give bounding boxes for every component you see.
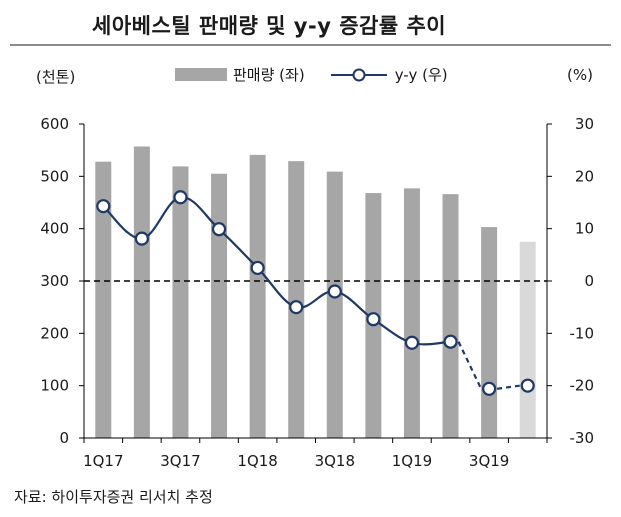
legend-bar-swatch xyxy=(175,68,227,81)
left-tick-label: 400 xyxy=(40,220,69,238)
left-axis-unit: (천톤) xyxy=(36,68,76,86)
left-tick-label: 100 xyxy=(40,377,69,395)
bar-1q17 xyxy=(95,161,112,438)
right-tick-label: 30 xyxy=(575,115,594,133)
left-tick-label: 300 xyxy=(40,272,69,290)
bar-1q18 xyxy=(249,154,266,439)
chart-title: 세아베스틸 판매량 및 y-y 증감률 추이 xyxy=(92,14,447,38)
right-tick-label: -10 xyxy=(570,324,595,342)
title-underline xyxy=(10,44,611,46)
left-tick-label: 500 xyxy=(40,167,69,185)
yy-point-4q18 xyxy=(366,312,381,327)
legend-line-label: y-y (우) xyxy=(394,66,448,84)
yy-point-3q17 xyxy=(173,190,188,205)
yy-line xyxy=(102,196,451,346)
bar-2q19 xyxy=(442,194,459,438)
yy-point-3q19 xyxy=(482,381,497,396)
x-tick-label: 1Q18 xyxy=(237,452,277,470)
right-tick-label: 10 xyxy=(575,220,594,238)
bar-2q17 xyxy=(133,146,150,438)
yy-point-4q17 xyxy=(211,222,227,237)
bar-3q19 xyxy=(481,227,498,438)
bar-4q19 xyxy=(519,241,536,438)
x-tick-label: 3Q19 xyxy=(469,452,509,470)
right-axis-unit: (%) xyxy=(567,66,593,84)
right-tick-label: 20 xyxy=(575,167,594,185)
bar-1q19 xyxy=(403,188,420,438)
left-tick-label: 600 xyxy=(40,115,69,133)
yy-line-estimate xyxy=(457,341,483,390)
yy-point-2q19 xyxy=(443,334,458,349)
bar-3q18 xyxy=(326,171,343,438)
right-tick-label: -30 xyxy=(570,429,595,447)
yy-point-1q17 xyxy=(96,199,111,214)
left-tick-label: 200 xyxy=(40,324,69,342)
legend-bar-label: 판매량 (좌) xyxy=(233,66,305,84)
x-tick-label: 3Q17 xyxy=(160,452,200,470)
x-tick-label: 3Q18 xyxy=(315,452,355,470)
yy-point-2q17 xyxy=(134,231,149,246)
right-tick-label: 0 xyxy=(584,272,594,290)
x-tick-label: 1Q19 xyxy=(392,452,432,470)
yy-point-1q18 xyxy=(250,260,265,276)
left-tick-label: 0 xyxy=(59,429,69,447)
x-tick-label: 1Q17 xyxy=(83,452,123,470)
legend-line-swatch xyxy=(330,68,387,81)
bar-2q18 xyxy=(288,161,305,438)
bar-4q17 xyxy=(211,173,228,438)
chart-legend: 판매량 (좌) y-y (우) xyxy=(175,64,448,85)
source-note: 자료: 하이투자증권 리서치 추정 xyxy=(14,488,213,506)
yy-point-1q19 xyxy=(404,335,420,350)
yy-point-2q18 xyxy=(289,300,304,315)
yy-line-estimate xyxy=(496,384,520,390)
yy-point-3q18 xyxy=(327,284,342,299)
bar-3q17 xyxy=(172,166,189,438)
yy-point-4q19 xyxy=(520,378,535,393)
right-tick-label: -20 xyxy=(570,377,595,395)
